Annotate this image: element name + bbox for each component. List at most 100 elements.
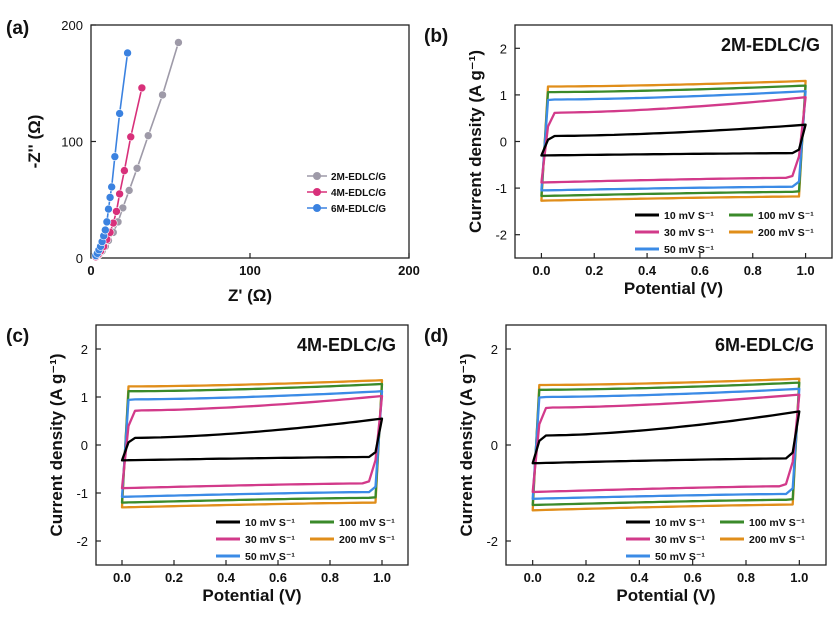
- legend-label: 50 mV S⁻¹: [245, 551, 295, 563]
- x-axis-label-a: Z' (Ω): [228, 286, 272, 305]
- cv-loop-4: [540, 84, 807, 198]
- panel-label-c: (c): [6, 326, 29, 347]
- x-tick-label: 0.4: [638, 263, 657, 278]
- data-area-b: [540, 79, 807, 202]
- y-tick-label: 1: [81, 390, 88, 405]
- cv-loop-5: [120, 379, 384, 509]
- data-point: [101, 225, 110, 235]
- legend-b: 10 mV S⁻¹ 100 mV S⁻¹ 30 mV S⁻¹ 200 mV S⁻¹ 50…: [635, 210, 814, 256]
- y-axis-label-b: Current density (A g⁻¹): [466, 50, 485, 233]
- x-tick-label: 0.4: [217, 570, 236, 585]
- panel-label-d: (d): [424, 326, 448, 347]
- data-point: [105, 193, 115, 202]
- data-point: [112, 207, 121, 216]
- y-tick-label: 2: [491, 342, 498, 357]
- y-tick-label: 200: [61, 18, 83, 33]
- axis-ticks-a: 0 100 200 0 100 200: [61, 18, 420, 278]
- y-tick-label: -1: [76, 486, 88, 501]
- legend-c: 10 mV S⁻¹ 100 mV S⁻¹ 30 mV S⁻¹ 200 mV S⁻¹ 50…: [216, 517, 395, 563]
- legend-label: 100 mV S⁻¹: [749, 517, 805, 529]
- y-tick-label: 0: [81, 438, 88, 453]
- data-point: [120, 166, 129, 175]
- axis-ticks-d: 0.0 0.2 0.4 0.6 0.8 1.0 -2 0 2: [486, 342, 808, 585]
- data-point: [107, 182, 116, 192]
- cv-loop-1: [120, 417, 384, 462]
- legend-label: 30 mV S⁻¹: [245, 534, 295, 546]
- x-tick-label: 0.6: [269, 570, 287, 585]
- legend-label: 200 mV S⁻¹: [749, 534, 805, 546]
- x-axis-label-c: Potential (V): [202, 586, 301, 605]
- panel-title-c: 4M-EDLC/G: [297, 335, 396, 355]
- y-tick-label: 0: [500, 135, 507, 150]
- x-tick-label: 0: [87, 263, 94, 278]
- x-tick-label: 200: [398, 263, 420, 278]
- axis-ticks-b: 0.0 0.2 0.4 0.6 0.8 1.0 -2 -1 0 1 2: [495, 41, 814, 278]
- x-tick-label: 100: [239, 263, 261, 278]
- panel-title-d: 6M-EDLC/G: [715, 335, 814, 355]
- data-area-a: [91, 38, 183, 262]
- cv-loop-5: [531, 377, 801, 512]
- x-tick-label: 1.0: [790, 570, 808, 585]
- x-tick-label: 0.8: [737, 570, 755, 585]
- plot-frame-a: [90, 24, 410, 259]
- legend-label: 10 mV S⁻¹: [655, 517, 705, 529]
- cv-loop-3: [540, 90, 807, 192]
- legend-label: 10 mV S⁻¹: [245, 517, 295, 529]
- legend-label: 30 mV S⁻¹: [655, 534, 705, 546]
- legend-marker: [313, 204, 321, 212]
- panel-label-b: (b): [424, 26, 448, 47]
- panel-title-b: 2M-EDLC/G: [721, 35, 820, 55]
- y-tick-label: -1: [495, 181, 507, 196]
- y-tick-label: -2: [486, 534, 498, 549]
- data-point: [123, 48, 132, 58]
- y-tick-label: 2: [500, 41, 507, 56]
- panel-d: (d) 0.0 0.2 0.4 0.6 0.8 1.0 -2 0 2 10 mV S⁻¹ 100 …: [424, 324, 827, 605]
- data-point: [115, 109, 124, 118]
- data-point: [137, 83, 147, 93]
- cv-loop-3: [531, 387, 801, 500]
- legend-marker: [313, 188, 321, 196]
- cv-loop-4: [531, 381, 801, 507]
- y-tick-label: 2: [81, 342, 88, 357]
- y-axis-label-a: -Z'' (Ω): [25, 115, 44, 169]
- data-point: [110, 152, 120, 161]
- x-tick-label: 0.4: [630, 570, 649, 585]
- cv-loop-2: [531, 393, 801, 494]
- legend-label: 4M-EDLC/G: [331, 188, 386, 199]
- legend-marker: [313, 172, 321, 180]
- x-tick-label: 0.2: [577, 570, 595, 585]
- panel-a: (a) 0 100 200 0 100 200 2M-EDLC/G 4M-EDLC/G 6M-…: [6, 18, 420, 305]
- x-tick-label: 1.0: [797, 263, 815, 278]
- cv-loop-2: [120, 394, 384, 490]
- data-point: [174, 38, 183, 47]
- legend-label: 200 mV S⁻¹: [758, 227, 814, 239]
- x-tick-label: 0.2: [585, 263, 603, 278]
- data-point: [124, 186, 134, 195]
- cv-loop-1: [540, 123, 807, 157]
- legend-d: 10 mV S⁻¹ 100 mV S⁻¹ 30 mV S⁻¹ 200 mV S⁻¹ 50…: [626, 517, 805, 563]
- y-tick-label: -2: [76, 534, 88, 549]
- y-tick-label: 0: [76, 251, 83, 266]
- data-point: [158, 90, 167, 100]
- x-tick-label: 0.8: [321, 570, 339, 585]
- cv-loop-5: [540, 79, 807, 202]
- cv-loop-2: [540, 96, 807, 184]
- axis-ticks-c: 0.0 0.2 0.4 0.6 0.8 1.0 -2 -1 0 1 2: [76, 342, 391, 585]
- cv-loop-4: [120, 382, 384, 504]
- y-tick-label: -2: [495, 228, 507, 243]
- data-point: [115, 189, 124, 199]
- legend-label: 50 mV S⁻¹: [664, 244, 714, 256]
- data-point: [143, 131, 153, 140]
- cv-loop-1: [531, 410, 801, 465]
- legend-a: 2M-EDLC/G 4M-EDLC/G 6M-EDLC/G: [307, 172, 386, 215]
- plot-frame-c: [95, 324, 409, 566]
- legend-label: 100 mV S⁻¹: [758, 210, 814, 222]
- y-tick-label: 100: [61, 135, 83, 150]
- plot-frame-b: [514, 24, 833, 259]
- data-area-c: [120, 379, 384, 509]
- y-axis-label-c: Current density (A g⁻¹): [47, 353, 66, 536]
- x-tick-label: 0.8: [744, 263, 762, 278]
